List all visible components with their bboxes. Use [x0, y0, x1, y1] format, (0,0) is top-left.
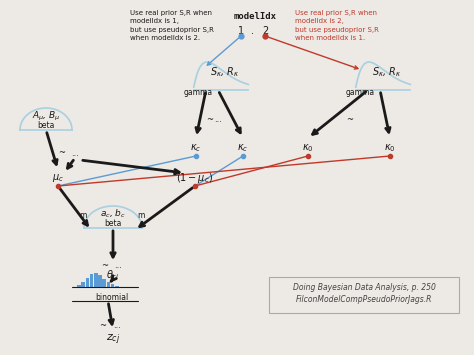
- Bar: [94, 273, 98, 287]
- Text: m: m: [137, 212, 145, 220]
- Text: 1: 1: [238, 26, 244, 36]
- Bar: [90, 274, 93, 287]
- Text: binomial: binomial: [95, 293, 128, 301]
- Text: ...: ...: [114, 262, 122, 271]
- Text: modelIdx: modelIdx: [234, 12, 276, 21]
- Text: ~: ~: [346, 115, 354, 125]
- Text: .: .: [252, 26, 255, 36]
- Text: Use real prior S,R when
modelIdx is 1,
but use pseudoprior S,R
when modelIdx is : Use real prior S,R when modelIdx is 1, b…: [130, 10, 214, 42]
- Text: ...: ...: [71, 148, 79, 158]
- Bar: [111, 284, 114, 287]
- Text: 2: 2: [262, 26, 268, 36]
- Bar: [98, 275, 102, 287]
- Text: Doing Bayesian Data Analysis, p. 250: Doing Bayesian Data Analysis, p. 250: [292, 284, 436, 293]
- Text: $\mu_c$: $\mu_c$: [52, 172, 64, 184]
- Text: ...: ...: [113, 322, 121, 331]
- Bar: [82, 282, 85, 287]
- Text: $\kappa_0$: $\kappa_0$: [384, 142, 396, 154]
- Text: $S_\kappa$, $R_\kappa$: $S_\kappa$, $R_\kappa$: [372, 65, 401, 79]
- Text: beta: beta: [37, 121, 55, 131]
- Bar: [102, 279, 106, 287]
- FancyBboxPatch shape: [269, 277, 459, 313]
- Text: $z_{cj}$: $z_{cj}$: [106, 333, 120, 347]
- Text: ~: ~: [207, 115, 213, 125]
- Text: $S_\kappa$, $R_\kappa$: $S_\kappa$, $R_\kappa$: [210, 65, 239, 79]
- Text: gamma: gamma: [183, 88, 212, 97]
- Text: ~: ~: [100, 322, 107, 331]
- Text: $\kappa_c$: $\kappa_c$: [191, 142, 201, 154]
- Text: $\kappa_0$: $\kappa_0$: [302, 142, 314, 154]
- Text: Use real prior S,R when
modelIdx is 2,
but use pseudoprior S,R
when modelIdx is : Use real prior S,R when modelIdx is 2, b…: [295, 10, 379, 42]
- Text: $a_c$, $b_c$: $a_c$, $b_c$: [100, 208, 126, 220]
- Bar: [119, 286, 123, 287]
- Text: ...: ...: [214, 115, 222, 125]
- Text: ~: ~: [58, 148, 65, 158]
- Text: $\kappa_c$: $\kappa_c$: [237, 142, 249, 154]
- Text: FilconModelCompPseudoPriorJags.R: FilconModelCompPseudoPriorJags.R: [296, 295, 432, 305]
- Text: m: m: [79, 212, 87, 220]
- Text: beta: beta: [104, 219, 122, 229]
- Text: ~: ~: [101, 262, 109, 271]
- Text: $A_\mu$, $B_\mu$: $A_\mu$, $B_\mu$: [32, 109, 60, 122]
- Text: gamma: gamma: [346, 88, 374, 97]
- Bar: [77, 285, 81, 287]
- Bar: [86, 278, 89, 287]
- Text: $\theta_{cj}$: $\theta_{cj}$: [106, 269, 120, 283]
- Bar: [115, 286, 118, 287]
- Bar: [107, 282, 110, 287]
- Text: $(1-\mu_c)$: $(1-\mu_c)$: [176, 171, 214, 185]
